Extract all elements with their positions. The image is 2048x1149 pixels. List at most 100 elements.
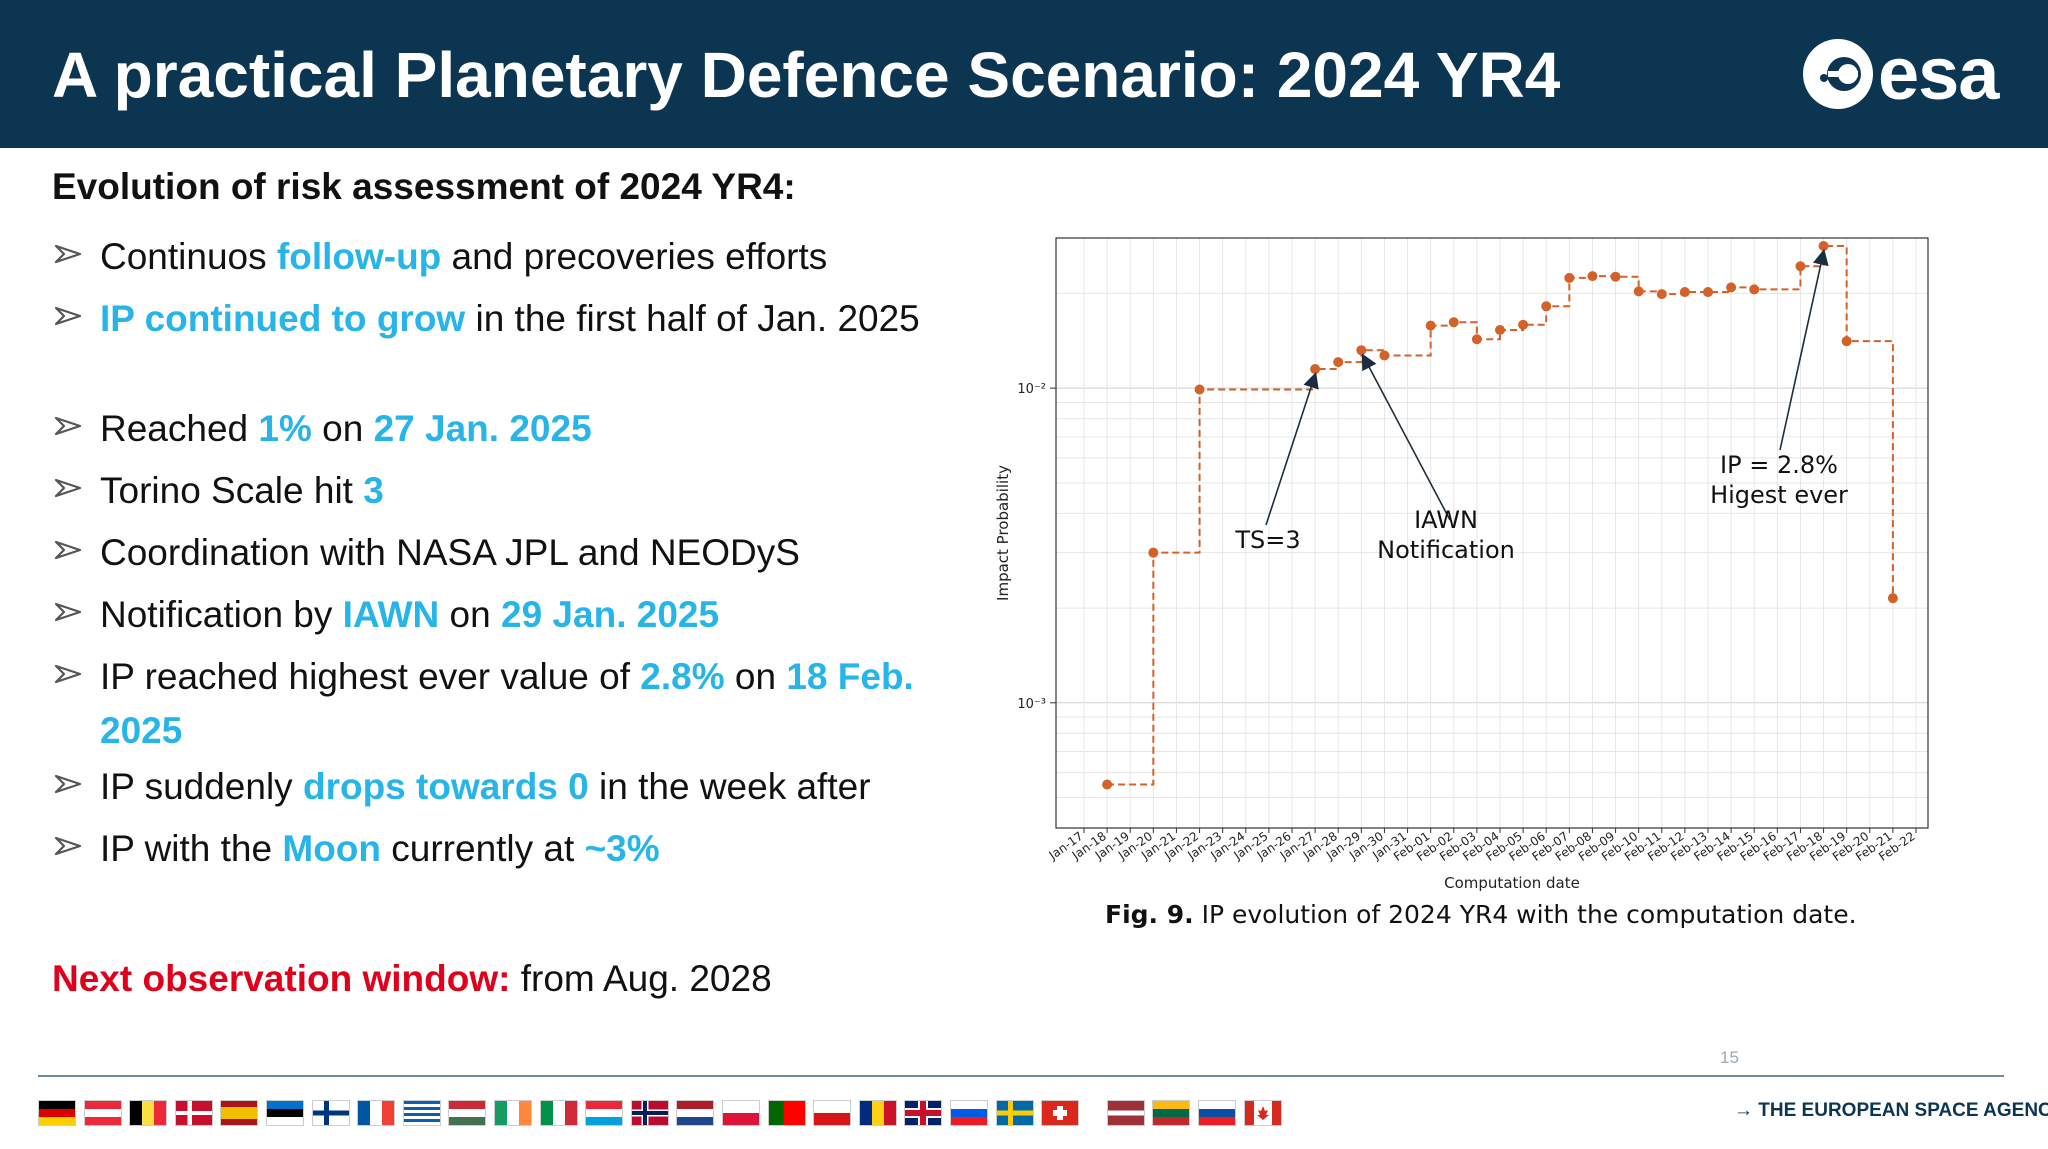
flag-norway-icon bbox=[631, 1100, 669, 1126]
annotation-label: IAWN Notification bbox=[1377, 506, 1515, 564]
bullet-text-segment: on bbox=[311, 408, 374, 449]
data-point bbox=[1818, 240, 1829, 251]
header-bar: A practical Planetary Defence Scenario: … bbox=[0, 0, 2048, 148]
highlighted-text: 1% bbox=[258, 408, 312, 449]
bullet-text-segment: Coordination with NASA JPL and NEODyS bbox=[100, 532, 800, 573]
bullet-text-segment: IP with the bbox=[100, 828, 283, 869]
bullet-text: Continuos follow-up and precoveries effo… bbox=[100, 230, 960, 284]
data-point bbox=[1749, 284, 1760, 295]
highlighted-text: follow-up bbox=[276, 236, 442, 277]
data-point bbox=[1610, 271, 1621, 282]
annotation-arrow bbox=[1361, 353, 1451, 521]
bullet-text: IP reached highest ever value of 2.8% on… bbox=[100, 650, 960, 758]
next-observation-window: Next observation window: from Aug. 2028 bbox=[52, 958, 772, 1000]
bullet-text-segment: and precoveries efforts bbox=[441, 236, 828, 277]
data-point bbox=[1194, 384, 1205, 395]
data-point bbox=[1703, 287, 1713, 298]
data-point bbox=[1656, 289, 1667, 300]
bullet-text: Notification by IAWN on 29 Jan. 2025 bbox=[100, 588, 960, 642]
flag-estonia-icon bbox=[266, 1100, 304, 1126]
data-point bbox=[1425, 320, 1436, 331]
bullet-text-segment: in the first half of Jan. 2025 bbox=[465, 298, 920, 339]
bullet-text-segment: Notification by bbox=[100, 594, 343, 635]
flag-luxembourg-icon bbox=[585, 1100, 623, 1126]
bullet-text: Coordination with NASA JPL and NEODyS bbox=[100, 526, 960, 580]
data-point bbox=[1564, 272, 1575, 283]
bullet-text: IP continued to grow in the first half o… bbox=[100, 292, 960, 346]
data-point bbox=[1102, 779, 1113, 790]
bullet-text-segment: on bbox=[724, 656, 787, 697]
data-point bbox=[1726, 282, 1737, 293]
data-point bbox=[1148, 547, 1159, 558]
highlighted-text: ~3% bbox=[584, 828, 660, 869]
highlighted-text: 27 Jan. 2025 bbox=[373, 408, 592, 449]
next-window-label: Next observation window: bbox=[52, 958, 511, 999]
data-point bbox=[1448, 317, 1459, 328]
flag-greece-icon bbox=[403, 1100, 441, 1126]
caption-text: IP evolution of 2024 YR4 with the comput… bbox=[1193, 900, 1857, 929]
bullet-text-segment: on bbox=[439, 594, 501, 635]
flag-slovenia-icon bbox=[950, 1100, 988, 1126]
data-point bbox=[1633, 286, 1644, 297]
bullet-text-segment: Torino Scale hit bbox=[100, 470, 364, 511]
data-point bbox=[1841, 336, 1852, 347]
data-point bbox=[1310, 364, 1321, 375]
slide-title: A practical Planetary Defence Scenario: … bbox=[52, 39, 1561, 111]
highlighted-text: 18 Feb. 2025 bbox=[100, 656, 914, 751]
caption-label: Fig. 9. bbox=[1105, 900, 1194, 929]
data-point bbox=[1379, 350, 1390, 361]
arrow-bullet-icon bbox=[54, 244, 82, 264]
flag-poland-icon bbox=[722, 1100, 760, 1126]
flag-czechia-icon bbox=[813, 1100, 851, 1126]
flag-ireland-icon bbox=[494, 1100, 532, 1126]
flag-denmark-icon bbox=[175, 1100, 213, 1126]
flag-slovakia-icon bbox=[1198, 1100, 1236, 1126]
arrow-bullet-icon bbox=[54, 540, 82, 560]
highlighted-text: 3 bbox=[363, 470, 384, 511]
next-window-text: from Aug. 2028 bbox=[510, 958, 772, 999]
data-point bbox=[1471, 334, 1482, 345]
y-tick-label: 10⁻² bbox=[1017, 382, 1046, 397]
annotation-arrow bbox=[1779, 248, 1829, 451]
page-number: 15 bbox=[1720, 1048, 1739, 1067]
data-point bbox=[1518, 319, 1529, 330]
section-heading: Evolution of risk assessment of 2024 YR4… bbox=[52, 166, 796, 207]
flag-hungary-icon bbox=[448, 1100, 486, 1126]
annotation-arrow bbox=[1265, 371, 1319, 526]
highlighted-text: IAWN bbox=[342, 594, 440, 635]
flag-belgium-icon bbox=[129, 1100, 167, 1126]
data-point bbox=[1587, 271, 1598, 282]
flag-romania-icon bbox=[859, 1100, 897, 1126]
bullet-text: IP suddenly drops towards 0 in the week … bbox=[100, 760, 960, 814]
y-axis-label: Impact Probability bbox=[994, 465, 1012, 601]
flag-portugal-icon bbox=[768, 1100, 806, 1126]
highlighted-text: IP continued to grow bbox=[100, 298, 466, 339]
highlighted-text: Moon bbox=[282, 828, 381, 869]
data-point bbox=[1887, 593, 1898, 604]
annotation-label: IP = 2.8% Higest ever bbox=[1710, 451, 1848, 509]
data-point bbox=[1795, 261, 1806, 272]
data-point bbox=[1679, 287, 1690, 298]
x-axis-label: Computation date bbox=[1444, 874, 1580, 892]
data-point bbox=[1541, 301, 1552, 312]
bullet-text-segment: Continuos bbox=[100, 236, 277, 277]
bullet-text-segment: IP suddenly bbox=[100, 766, 303, 807]
flag-canada-icon bbox=[1244, 1100, 1282, 1126]
esa-wordmark: esa bbox=[1878, 32, 1999, 115]
highlighted-text: drops towards 0 bbox=[302, 766, 589, 807]
data-point bbox=[1495, 325, 1505, 336]
y-tick-label: 10⁻³ bbox=[1017, 697, 1046, 712]
plot-frame bbox=[1055, 237, 1929, 829]
flag-netherlands-icon bbox=[676, 1100, 714, 1126]
flag-united-kingdom-icon bbox=[904, 1100, 942, 1126]
bullet-text-segment: currently at bbox=[381, 828, 585, 869]
flag-sweden-icon bbox=[996, 1100, 1034, 1126]
bullet-text-segment: Reached bbox=[100, 408, 259, 449]
arrow-bullet-icon bbox=[54, 602, 82, 622]
arrow-bullet-icon bbox=[54, 836, 82, 856]
flag-italy-icon bbox=[540, 1100, 578, 1126]
figure-caption: Fig. 9. IP evolution of 2024 YR4 with th… bbox=[1105, 900, 1857, 929]
data-point bbox=[1333, 357, 1344, 368]
esa-globe-icon bbox=[1803, 39, 1873, 109]
agency-tagline: → THE EUROPEAN SPACE AGENCY bbox=[1734, 1100, 2048, 1121]
